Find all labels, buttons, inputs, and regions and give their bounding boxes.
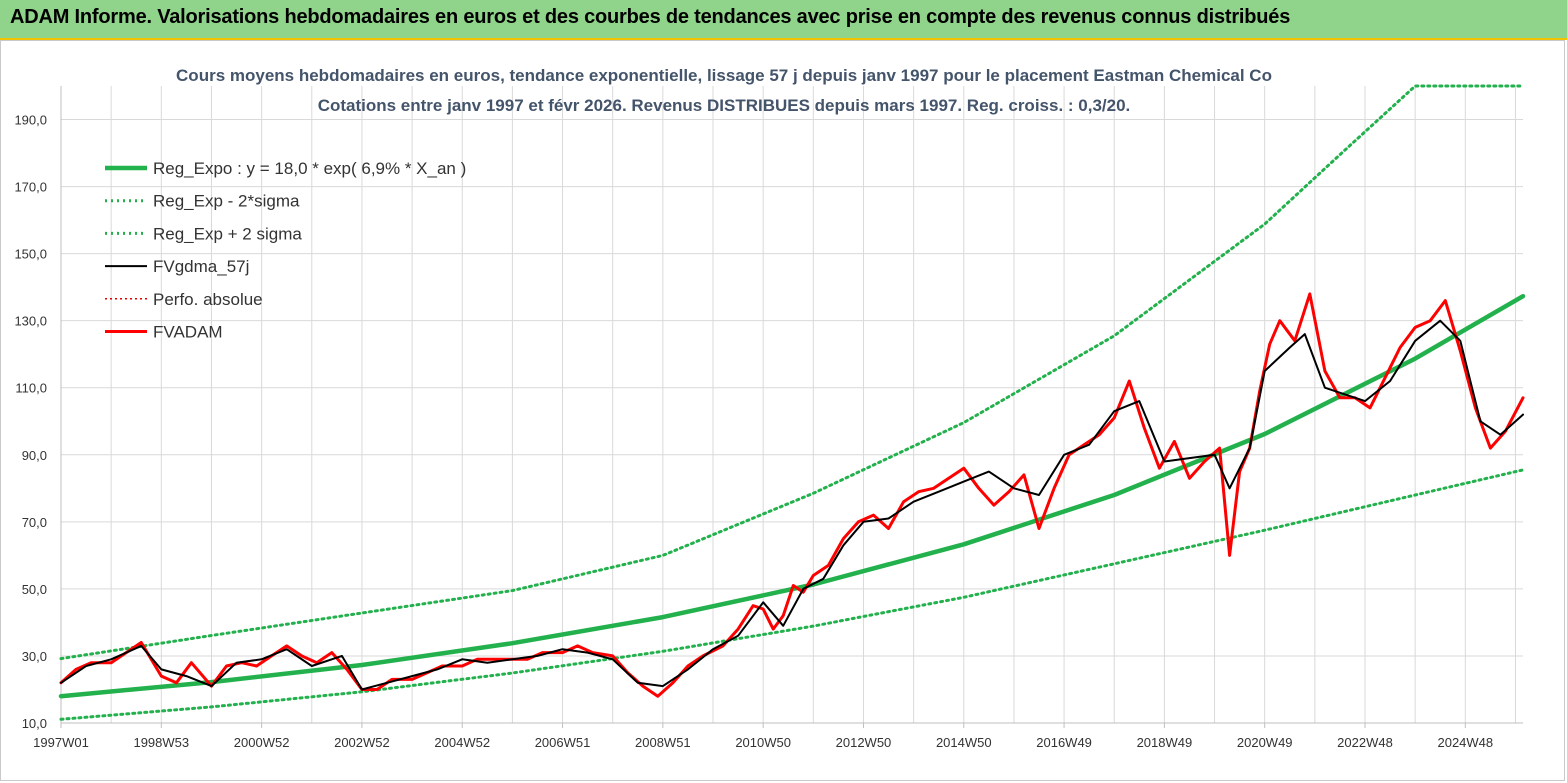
x-tick-label: 1998W53 bbox=[133, 735, 189, 750]
legend: Reg_Expo : y = 18,0 * exp( 6,9% * X_an )… bbox=[105, 159, 466, 342]
x-tick-label: 1997W01 bbox=[33, 735, 89, 750]
y-tick-label: 50,0 bbox=[22, 582, 47, 597]
y-tick-label: 170,0 bbox=[14, 180, 47, 195]
chart: 10,0 30,0 50,0 70,0 90,0 110,0 130,0 150,0 170,0… bbox=[14, 66, 1526, 750]
chart-title: Cours moyens hebdomadaires en euros, ten… bbox=[176, 66, 1272, 85]
x-tick-label: 2024W48 bbox=[1437, 735, 1493, 750]
report-header: ADAM Informe. Valorisations hebdomadaire… bbox=[0, 0, 1567, 40]
legend-label: Reg_Exp - 2*sigma bbox=[153, 192, 300, 211]
series-line-3 bbox=[60, 319, 1524, 691]
legend-label: FVADAM bbox=[153, 323, 223, 342]
x-tick-label: 2002W52 bbox=[334, 735, 390, 750]
x-tick-label: 2010W50 bbox=[735, 735, 791, 750]
y-tick-label: 110,0 bbox=[15, 381, 47, 396]
chart-frame: 10,0 30,0 50,0 70,0 90,0 110,0 130,0 150,0 170,0… bbox=[0, 40, 1565, 781]
y-tick-label: 70,0 bbox=[22, 515, 47, 530]
x-tick-label: 2006W51 bbox=[535, 735, 591, 750]
x-tick-label: 2018W49 bbox=[1137, 735, 1193, 750]
x-tick-label: 2020W49 bbox=[1237, 735, 1293, 750]
x-tick-label: 2022W48 bbox=[1337, 735, 1393, 750]
series-line-0 bbox=[58, 293, 1526, 699]
legend-label: Reg_Expo : y = 18,0 * exp( 6,9% * X_an ) bbox=[153, 159, 466, 178]
series bbox=[58, 84, 1526, 721]
x-tick-label: 2000W52 bbox=[234, 735, 290, 750]
y-tick-label: 190,0 bbox=[14, 113, 47, 128]
x-tick-label: 2008W51 bbox=[635, 735, 691, 750]
series-line-1 bbox=[59, 468, 1525, 721]
x-tick-label: 2004W52 bbox=[434, 735, 490, 750]
chart-subtitle: Cotations entre janv 1997 et févr 2026. … bbox=[318, 96, 1131, 115]
series-line-2 bbox=[59, 84, 1525, 661]
y-tick-label: 90,0 bbox=[22, 448, 47, 463]
series-line-5 bbox=[59, 292, 1525, 698]
legend-label: FVgdma_57j bbox=[153, 257, 249, 276]
x-tick-label: 2016W49 bbox=[1036, 735, 1092, 750]
y-tick-label: 130,0 bbox=[14, 314, 47, 329]
x-tick-label: 2012W50 bbox=[836, 735, 892, 750]
y-tick-label: 30,0 bbox=[22, 649, 47, 664]
legend-label: Reg_Exp + 2 sigma bbox=[153, 224, 302, 243]
grid bbox=[60, 86, 1523, 724]
y-tick-label: 10,0 bbox=[22, 716, 47, 731]
y-tick-label: 150,0 bbox=[14, 247, 47, 262]
axes: 10,0 30,0 50,0 70,0 90,0 110,0 130,0 150,0 170,0… bbox=[14, 86, 1523, 750]
legend-label: Perfo. absolue bbox=[153, 290, 263, 309]
x-tick-label: 2014W50 bbox=[936, 735, 992, 750]
report-title: ADAM Informe. Valorisations hebdomadaire… bbox=[10, 6, 1291, 28]
